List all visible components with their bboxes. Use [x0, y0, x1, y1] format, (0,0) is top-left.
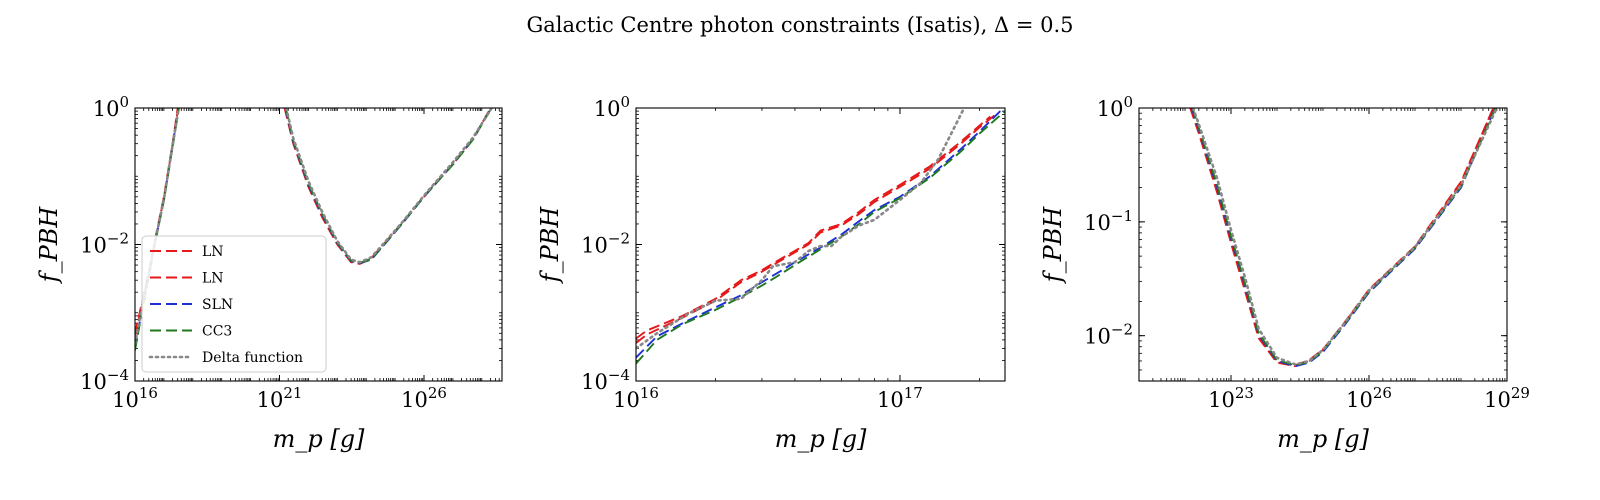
major-ticks [134, 107, 502, 382]
x-axis-label: m_p [g] [1277, 425, 1369, 453]
x-tick-label: 1023 [1208, 384, 1254, 412]
series-line-5 [636, 108, 966, 350]
minor-ticks [636, 108, 1005, 381]
series-line-2 [636, 113, 996, 344]
legend-box [141, 235, 327, 373]
series-line-5 [284, 108, 493, 264]
major-ticks [635, 107, 1005, 382]
x-tick-label: 1016 [613, 384, 659, 412]
x-tick-label: 1017 [877, 384, 923, 412]
legend-label: SLN [202, 297, 233, 313]
x-tick-label: 1026 [1346, 384, 1392, 412]
y-axis-label: f_PBH [35, 206, 63, 285]
x-tick-label: 1016 [112, 384, 158, 412]
y-tick-label: 10−2 [581, 230, 630, 258]
major-ticks [1139, 107, 1508, 381]
legend-label: LN [202, 271, 224, 287]
minor-ticks [1139, 108, 1507, 381]
legend-label: LN [202, 244, 224, 260]
x-tick-label: 1021 [257, 384, 303, 412]
series-lines [636, 108, 1005, 365]
legend-label: Delta function [202, 350, 303, 366]
legend: LN LN SLN CC3 Delta function [141, 235, 327, 373]
panels: 1016 1021 1026 100 10−2 10−4 m_p [g] f_PBH LN LN S… [35, 93, 1530, 453]
series-line-1 [636, 115, 991, 340]
y-tick-label: 10−2 [80, 230, 129, 258]
plot-frame [1138, 107, 1508, 382]
series-line-4 [636, 110, 1005, 365]
series-lines [1189, 108, 1499, 368]
x-axis-label: m_p [g] [775, 425, 867, 453]
y-tick-label: 10−4 [581, 366, 630, 394]
legend-label: CC3 [202, 324, 232, 340]
series-lines [135, 108, 493, 351]
y-axis-label: f_PBH [536, 206, 564, 285]
series-line-5 [1191, 108, 1499, 366]
panel-1: 1016 1021 1026 100 10−2 10−4 m_p [g] f_PBH LN LN S… [35, 93, 503, 453]
y-tick-label: 100 [594, 93, 630, 121]
x-tick-label: 1029 [1484, 384, 1530, 412]
series-line-3 [1190, 108, 1496, 368]
series-line-1 [1189, 108, 1495, 368]
figure-title: Galactic Centre photon constraints (Isat… [527, 13, 1074, 37]
y-axis-label: f_PBH [1039, 206, 1067, 285]
panel-2: 1016 1017 100 10−2 10−4 m_p [g] f_PBH [536, 93, 1006, 453]
series-line-3 [636, 110, 1001, 359]
y-tick-label: 100 [1097, 93, 1133, 121]
y-tick-label: 100 [93, 93, 129, 121]
y-tick-label: 10−1 [1084, 207, 1133, 235]
x-tick-label: 1026 [401, 384, 447, 412]
plot-frame [635, 107, 1006, 382]
x-axis-label: m_p [g] [273, 425, 365, 453]
panel-3: 1023 1026 1029 100 10−1 10−2 m_p [g] f_PBH [1039, 93, 1530, 453]
y-tick-label: 10−2 [1084, 321, 1133, 349]
y-tick-label: 10−4 [80, 366, 129, 394]
